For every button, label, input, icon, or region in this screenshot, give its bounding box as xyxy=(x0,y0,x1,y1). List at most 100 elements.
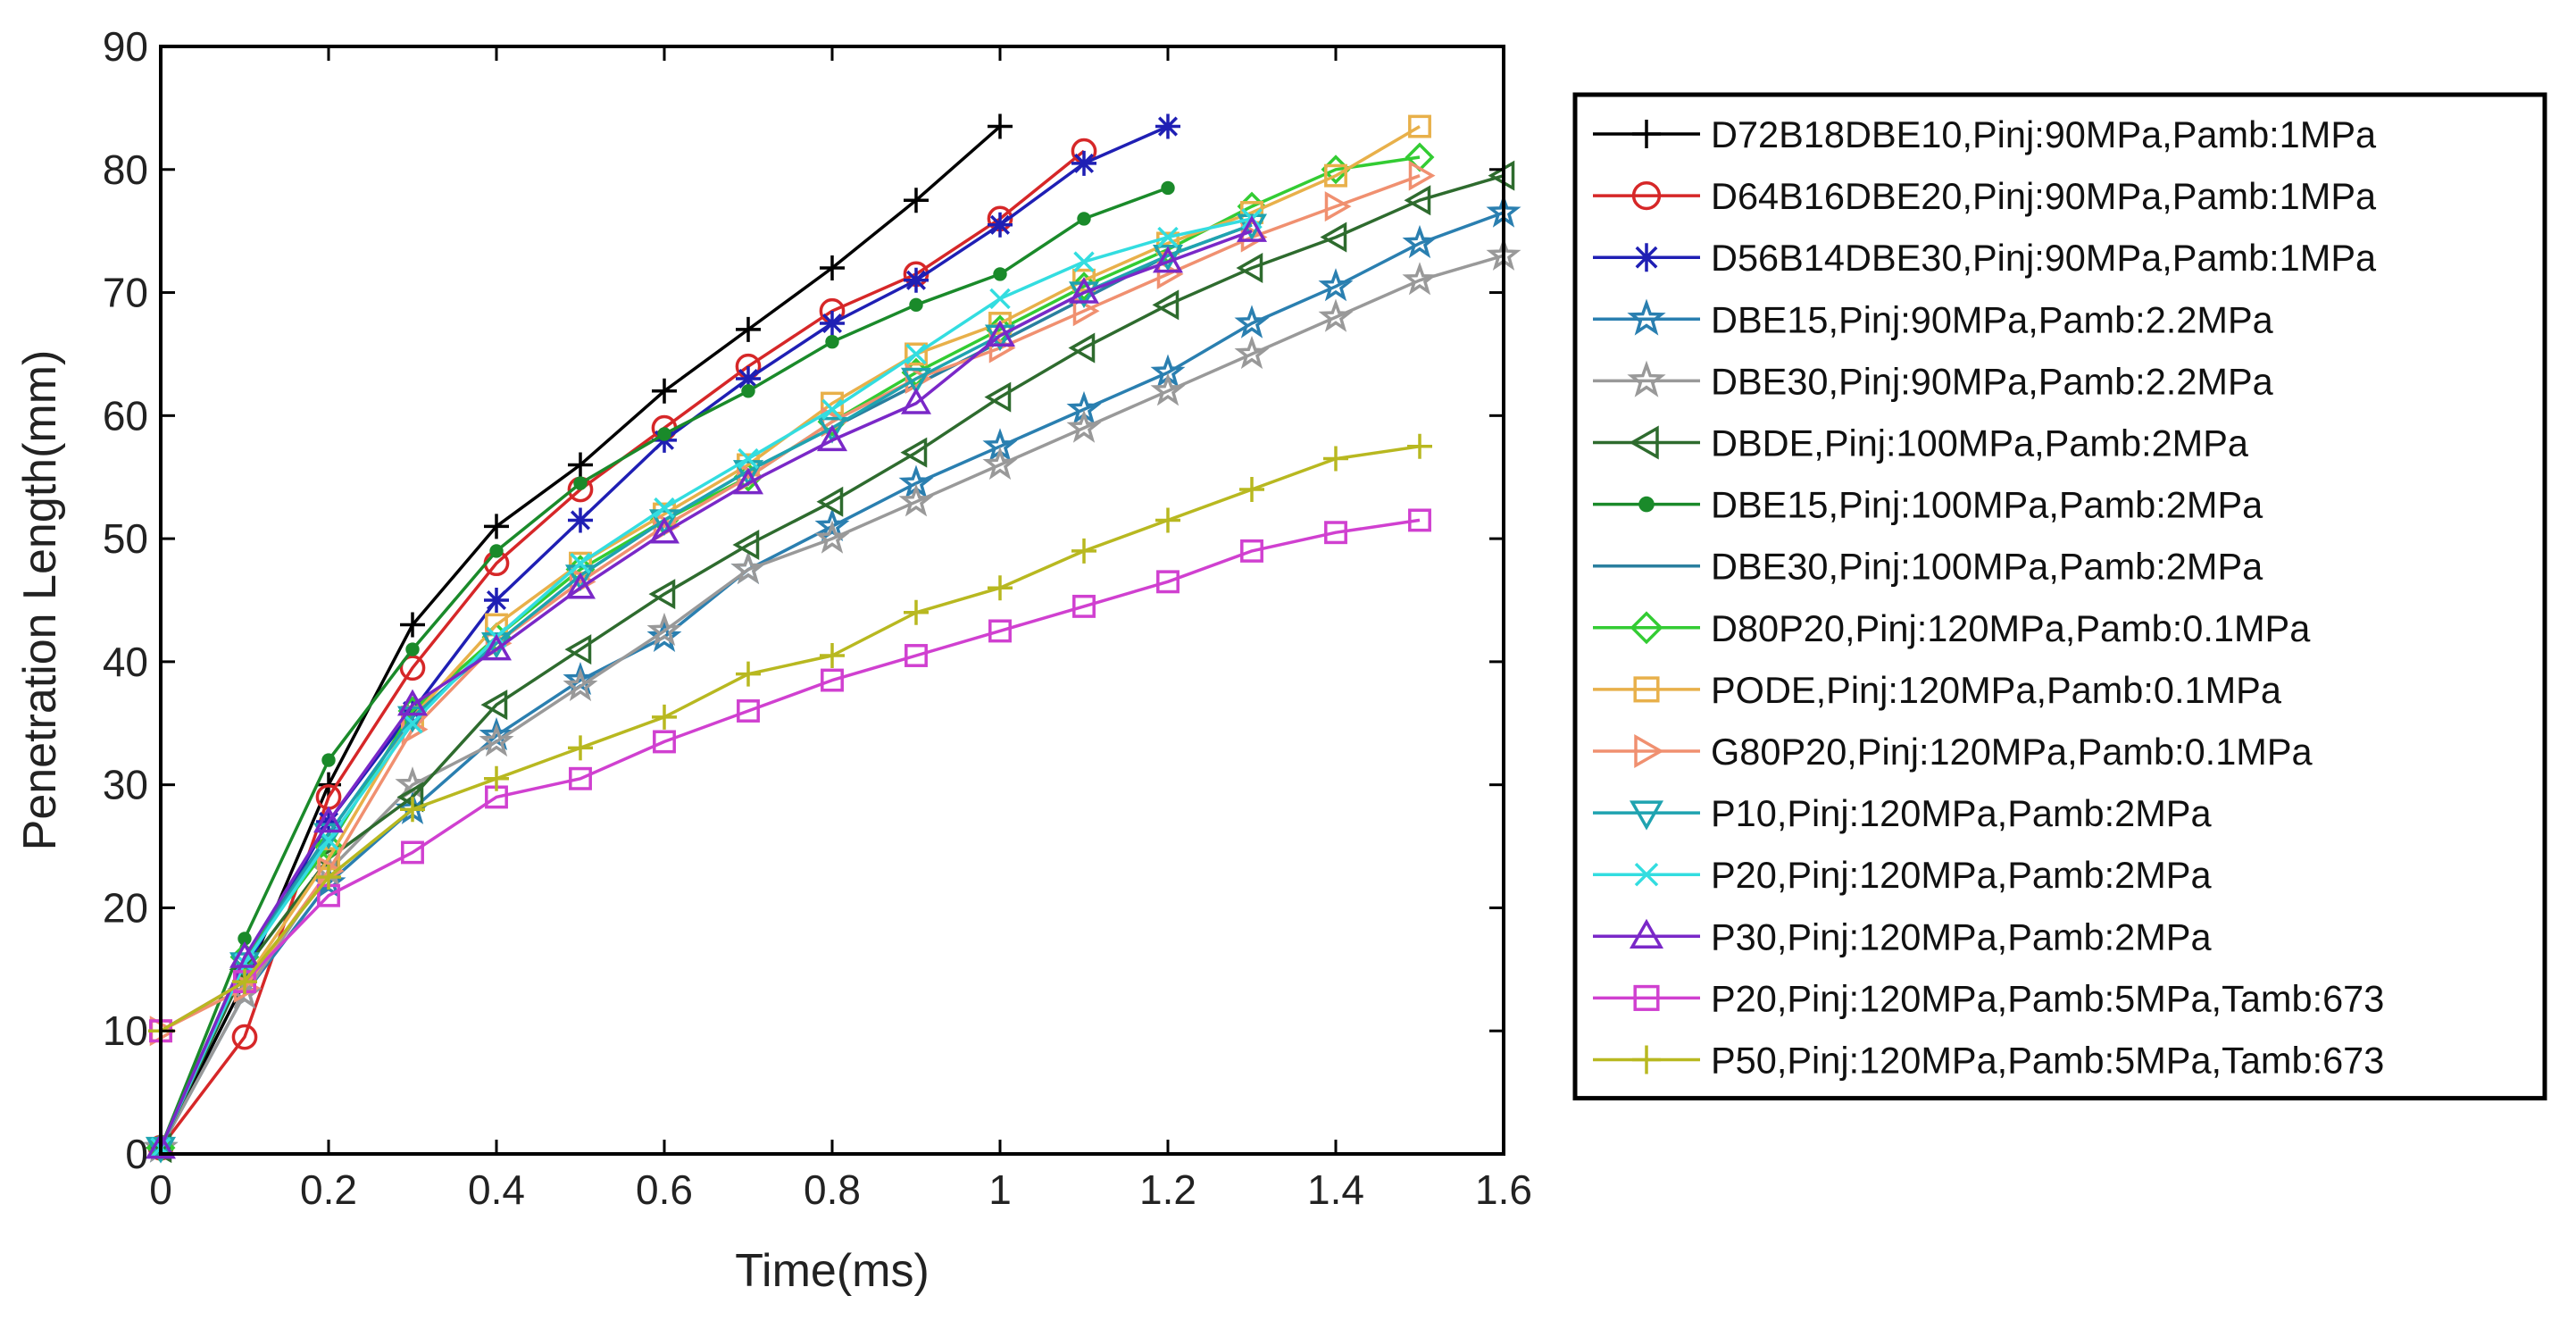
x-tick-label: 0.2 xyxy=(300,1166,357,1213)
y-axis-label: Penetration Length(mm) xyxy=(14,350,66,851)
legend-item: D56B14DBE30,Pinj:90MPa,Pamb:1MPa xyxy=(1593,237,2377,279)
data-point xyxy=(1324,163,1347,188)
data-point xyxy=(825,334,839,349)
data-point xyxy=(900,367,932,395)
data-point xyxy=(400,797,425,823)
legend-label: P50,Pinj:120MPa,Pamb:5MPa,Tamb:673 xyxy=(1711,1040,2384,1082)
data-point xyxy=(738,447,759,470)
data-point xyxy=(564,572,596,599)
legend: D72B18DBE10,Pinj:90MPa,Pamb:1MPa D64B16DB… xyxy=(1572,92,2547,1101)
legend-item: DBE30,Pinj:100MPa,Pamb:2MPa xyxy=(1593,546,2263,588)
data-point xyxy=(401,840,424,865)
data-point xyxy=(1633,984,1660,1011)
series-14 xyxy=(145,215,1268,1159)
data-point xyxy=(816,486,844,517)
legend-item: P10,Pinj:120MPa,Pamb:2MPa xyxy=(1593,792,2212,834)
x-tick-label: 0.4 xyxy=(468,1166,525,1213)
data-point xyxy=(904,599,929,625)
data-point xyxy=(229,952,261,979)
y-tick-label: 20 xyxy=(103,884,148,931)
data-point xyxy=(814,507,850,542)
data-point xyxy=(480,633,513,661)
data-point xyxy=(1156,231,1180,255)
y-tick-label: 50 xyxy=(103,515,148,562)
legend-label: P30,Pinj:120MPa,Pamb:2MPa xyxy=(1711,915,2212,957)
legend-item: PODE,Pinj:120MPa,Pamb:0.1MPa xyxy=(1593,669,2282,711)
legend-item: DBE30,Pinj:90MPa,Pamb:2.2MPa xyxy=(1593,360,2274,402)
y-tick-label: 80 xyxy=(103,146,148,193)
data-point xyxy=(1157,226,1179,248)
data-point xyxy=(570,552,591,574)
legend-label: P10,Pinj:120MPa,Pamb:2MPa xyxy=(1711,792,2212,834)
x-tick-label: 0 xyxy=(149,1166,172,1213)
legend-label: P20,Pinj:120MPa,Pamb:2MPa xyxy=(1711,854,2212,896)
series-line xyxy=(159,217,1253,1149)
data-point xyxy=(1156,570,1180,594)
data-point xyxy=(900,388,932,414)
data-point xyxy=(1071,150,1096,176)
data-point xyxy=(484,588,509,613)
data-point xyxy=(988,619,1012,643)
series-6 xyxy=(145,160,1515,1164)
axis-ticks: 0 0.2 0.4 0.6 0.8 1 1.2 1.4 1.6 0 10 20 30 40 50 60 70 80… xyxy=(103,23,1532,1213)
legend-item: P50,Pinj:120MPa,Pamb:5MPa,Tamb:673 xyxy=(1593,1040,2384,1082)
data-point xyxy=(732,467,764,495)
data-point xyxy=(484,514,509,539)
data-point xyxy=(1632,243,1661,272)
legend-item: DBE15,Pinj:100MPa,Pamb:2MPa xyxy=(1593,484,2263,526)
y-tick-label: 70 xyxy=(103,270,148,316)
data-point xyxy=(904,267,929,293)
data-point xyxy=(1240,539,1263,563)
data-point xyxy=(1152,289,1180,321)
legend-label: DBE30,Pinj:100MPa,Pamb:2MPa xyxy=(1711,546,2263,588)
y-tick-label: 10 xyxy=(103,1007,148,1054)
data-point xyxy=(568,507,593,533)
legend-box xyxy=(1572,92,2547,1101)
y-tick-label: 0 xyxy=(125,1131,148,1177)
data-point xyxy=(1066,409,1102,443)
data-point xyxy=(648,579,676,610)
data-point xyxy=(648,516,680,544)
data-point xyxy=(569,766,592,790)
data-point xyxy=(741,384,755,398)
data-point xyxy=(238,932,252,946)
legend-label: PODE,Pinj:120MPa,Pamb:0.1MPa xyxy=(1711,669,2282,711)
data-point xyxy=(988,312,1012,335)
series-line xyxy=(159,174,1505,1149)
data-point xyxy=(229,941,261,968)
data-point xyxy=(820,311,845,336)
data-point xyxy=(145,1132,177,1159)
data-point xyxy=(400,612,425,638)
data-point xyxy=(1408,160,1436,191)
data-point xyxy=(820,255,845,280)
data-point xyxy=(1324,191,1352,222)
data-point xyxy=(648,509,680,536)
legend-label: D72B18DBE10,Pinj:90MPa,Pamb:1MPa xyxy=(1711,113,2377,155)
data-point xyxy=(1072,268,1096,292)
data-point xyxy=(1072,594,1096,618)
data-point xyxy=(1239,477,1264,502)
data-point xyxy=(732,529,760,561)
data-point xyxy=(646,612,682,647)
data-point xyxy=(909,297,923,313)
data-point xyxy=(1404,185,1431,216)
legend-label: D56B14DBE30,Pinj:90MPa,Pamb:1MPa xyxy=(1711,237,2377,279)
data-point xyxy=(657,427,671,441)
data-point xyxy=(821,398,843,421)
data-point xyxy=(898,483,934,517)
data-point xyxy=(989,288,1011,310)
data-point xyxy=(1634,862,1659,887)
legend-item: D64B16DBE20,Pinj:90MPa,Pamb:1MPa xyxy=(1593,175,2377,217)
data-point xyxy=(321,753,336,767)
data-point xyxy=(1150,372,1186,406)
data-point xyxy=(1627,298,1666,336)
data-point xyxy=(232,969,257,995)
data-point xyxy=(905,342,928,366)
data-point xyxy=(563,667,598,702)
data-point xyxy=(1152,246,1184,273)
data-point xyxy=(1408,508,1431,532)
legend-label: DBE15,Pinj:100MPa,Pamb:2MPa xyxy=(1711,484,2263,526)
data-point xyxy=(982,446,1018,481)
data-point xyxy=(646,618,682,653)
